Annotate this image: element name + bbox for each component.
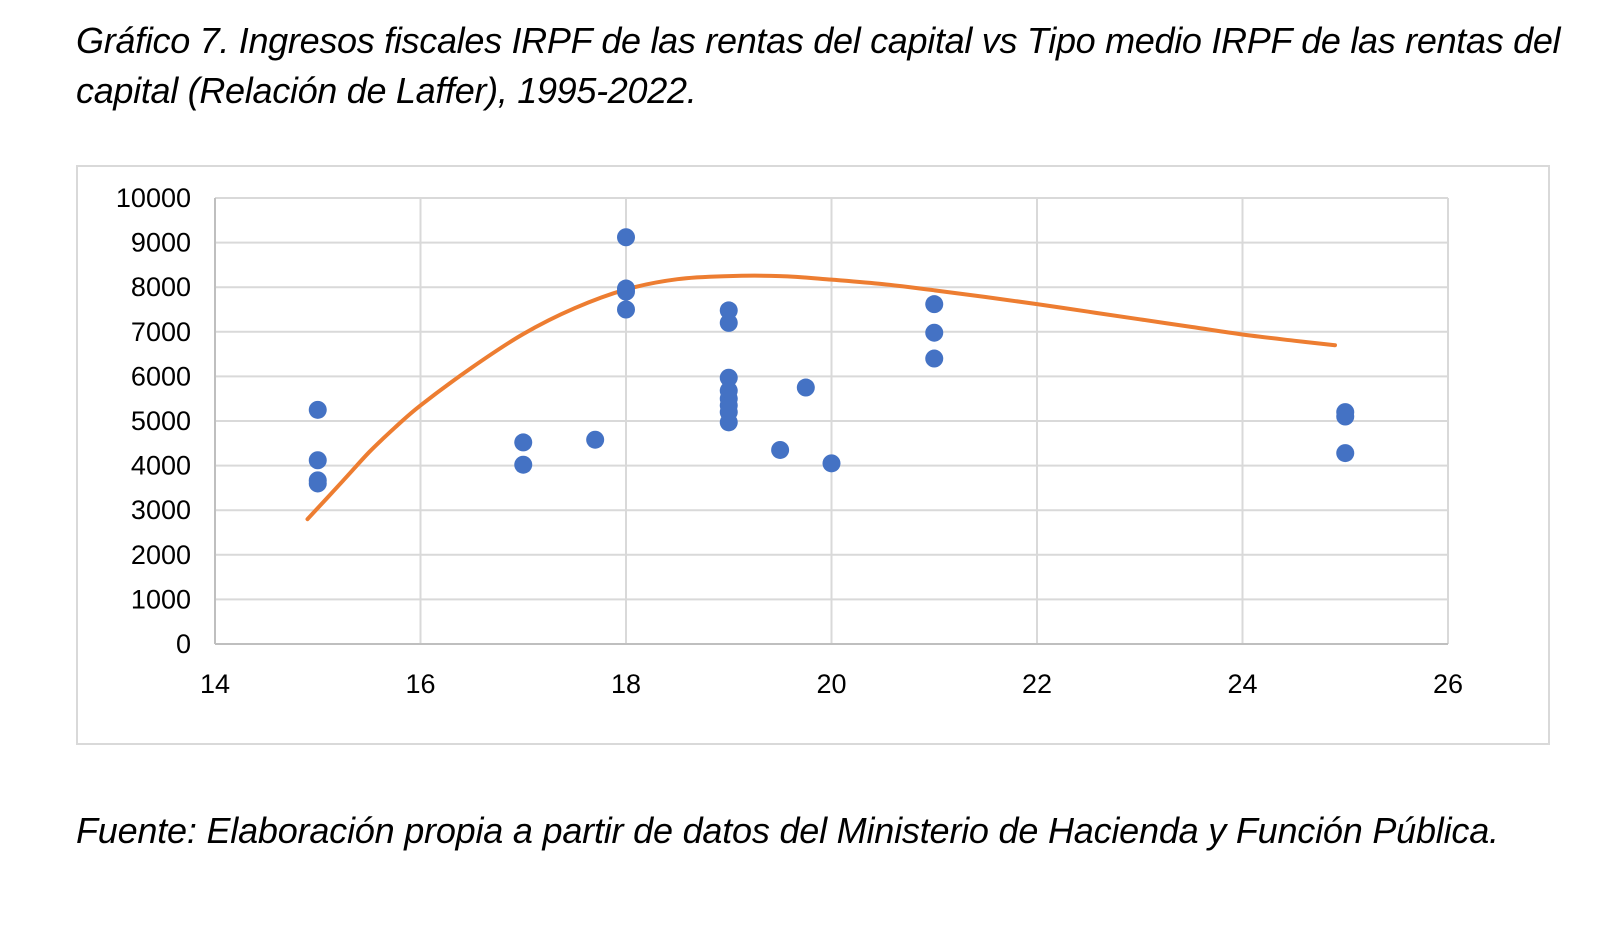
y-tick-label: 10000 [116, 183, 191, 213]
y-tick-label: 8000 [131, 272, 191, 302]
data-point [719, 301, 738, 320]
source-note: Fuente: Elaboración propia a partir de d… [76, 810, 1499, 851]
y-tick-label: 7000 [131, 317, 191, 347]
data-point [925, 349, 944, 368]
x-tick-label: 20 [816, 669, 846, 699]
tick-labels: 0 1000 2000 3000 4000 5000 6000 7000 8000 9000 100… [116, 183, 1463, 699]
data-point [308, 451, 327, 470]
chart-frame: 0 1000 2000 3000 4000 5000 6000 7000 8000 9000 100… [76, 165, 1550, 745]
data-point [586, 430, 605, 449]
y-tick-label: 6000 [131, 361, 191, 391]
data-point [796, 378, 815, 397]
data-point [1336, 444, 1355, 463]
data-point [719, 368, 738, 387]
chart-title: Gráfico 7. Ingresos fiscales IRPF de las… [76, 20, 1561, 111]
y-tick-label: 1000 [131, 584, 191, 614]
data-point [925, 323, 944, 342]
x-tick-label: 16 [405, 669, 435, 699]
x-tick-label: 22 [1022, 669, 1052, 699]
trend-line [305, 273, 1337, 522]
y-tick-label: 9000 [131, 228, 191, 258]
data-point [1336, 407, 1355, 426]
y-tick-label: 4000 [131, 451, 191, 481]
data-points [308, 228, 1355, 493]
data-point [822, 454, 841, 473]
y-tick-label: 0 [176, 629, 191, 659]
scatter-chart: 0 1000 2000 3000 4000 5000 6000 7000 8000 9000 100… [116, 183, 1463, 699]
data-point [617, 300, 635, 319]
y-tick-label: 2000 [131, 540, 191, 570]
x-tick-label: 18 [611, 669, 641, 699]
y-tick-label: 3000 [131, 495, 191, 525]
data-point [771, 440, 790, 459]
y-tick-label: 5000 [131, 406, 191, 436]
data-point [308, 400, 327, 419]
data-point [719, 313, 738, 332]
axes [214, 198, 1448, 645]
x-tick-label: 26 [1433, 669, 1463, 699]
data-point [308, 474, 327, 493]
x-tick-label: 14 [200, 669, 230, 699]
data-point [617, 282, 635, 301]
data-point [514, 433, 533, 452]
data-point [925, 295, 944, 314]
trend-layer [305, 273, 1337, 522]
grid-lines [215, 197, 1449, 644]
data-point [514, 455, 533, 474]
data-point [719, 413, 738, 432]
data-point [617, 228, 635, 247]
x-tick-label: 24 [1227, 669, 1257, 699]
